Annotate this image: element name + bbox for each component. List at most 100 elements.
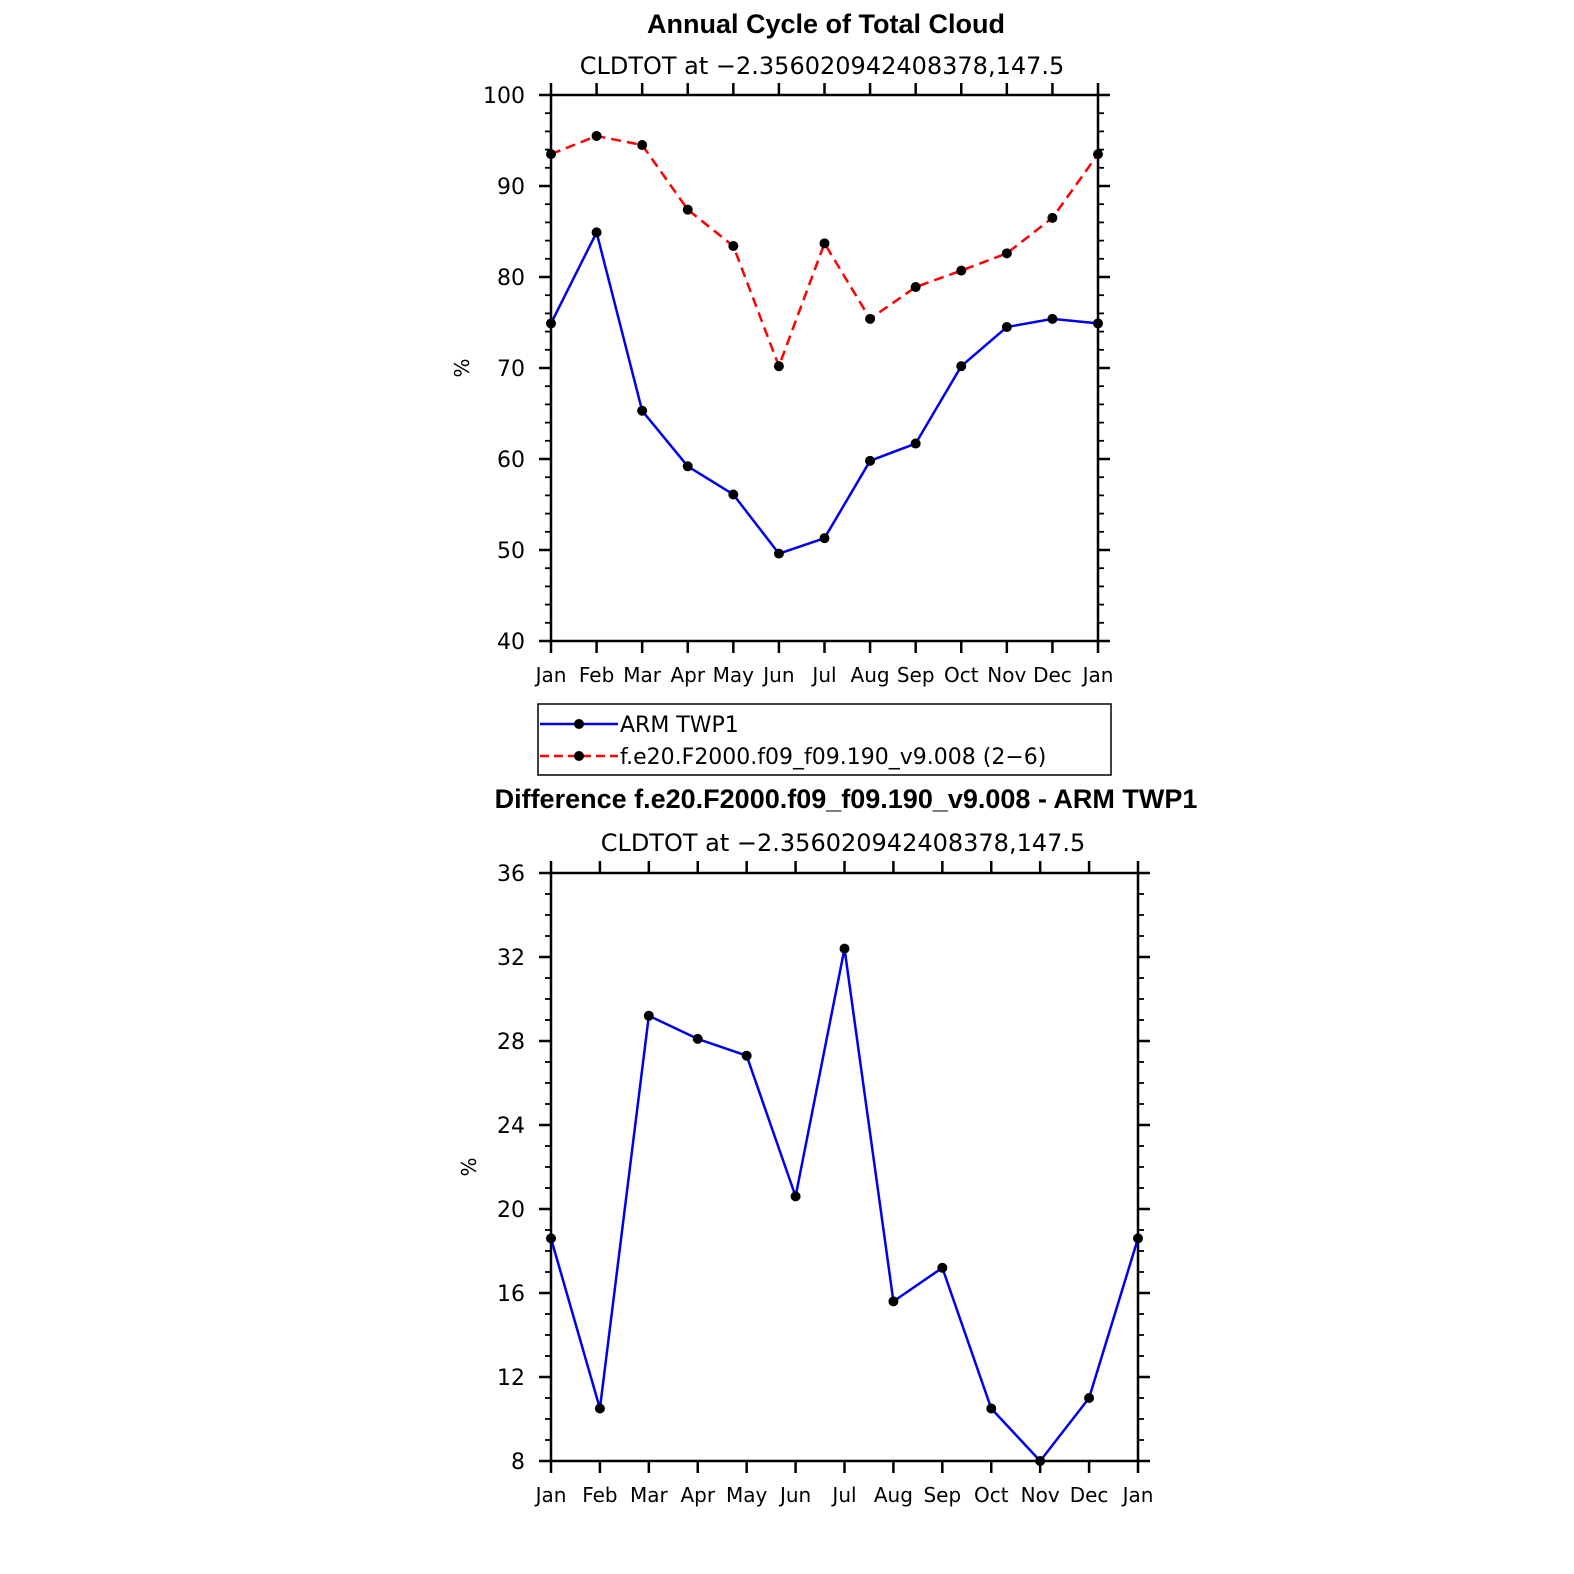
data-point-1	[956, 265, 967, 276]
chart-title: Annual Cycle of Total Cloud	[647, 9, 1005, 39]
y-tick-label: 16	[497, 1282, 525, 1307]
data-point-0	[546, 1233, 556, 1244]
data-point-0	[741, 1050, 752, 1061]
x-tick-label: Feb	[579, 663, 614, 687]
plot-marks: Jan Feb Mar Apr May Jun Jul Aug Sep Oct Nov Dec Jan 4…	[483, 83, 1113, 687]
legend-label-model: f.e20.F2000.f09_f09.190_v9.008 (2−6)	[620, 745, 1046, 770]
data-point-0	[591, 227, 602, 238]
y-tick-label: 36	[497, 862, 525, 887]
y-tick-label: 70	[497, 357, 525, 382]
y-tick-label: 24	[497, 1114, 525, 1139]
difference-panel: Difference f.e20.F2000.f09_f09.190_v9.00…	[457, 784, 1197, 1507]
data-point-1	[591, 130, 602, 141]
y-axis-title: %	[457, 1157, 481, 1176]
data-point-0	[643, 1010, 654, 1021]
data-point-0	[692, 1033, 703, 1044]
data-point-1	[682, 204, 693, 215]
legend-label-arm: ARM TWP1	[620, 713, 739, 738]
x-tick-label: Aug	[874, 1483, 913, 1507]
data-point-0	[546, 318, 556, 329]
y-axis-title: %	[450, 358, 474, 377]
x-tick-label: Jan	[534, 1483, 567, 1507]
x-tick-label: Jun	[761, 663, 794, 687]
data-point-0	[819, 533, 830, 544]
data-point-0	[790, 1191, 801, 1202]
x-tick-label: Jul	[830, 1483, 856, 1507]
x-tick-label: Jan	[534, 663, 567, 687]
x-tick-label: Apr	[680, 1483, 715, 1507]
data-point-0	[773, 548, 784, 559]
x-tick-label: Jun	[778, 1483, 811, 1507]
data-point-0	[1084, 1393, 1095, 1403]
y-tick-label: 60	[497, 448, 525, 473]
data-point-0	[637, 405, 648, 416]
annual-cycle-panel: Annual Cycle of Total Cloud CLDTOT at −2…	[450, 9, 1113, 776]
plot-marks: Jan Feb Mar Apr May Jun Jul Aug Sep Oct Nov Dec Jan 8…	[497, 861, 1153, 1507]
x-tick-label: Mar	[623, 663, 662, 687]
x-tick-label: Sep	[897, 663, 935, 687]
x-tick-label: Nov	[1021, 1483, 1060, 1507]
data-point-0	[839, 943, 850, 954]
x-tick-label: Jan	[1121, 1483, 1154, 1507]
x-tick-label: Feb	[582, 1483, 617, 1507]
data-point-1	[865, 313, 876, 324]
data-point-1	[637, 140, 648, 151]
data-point-0	[865, 455, 876, 466]
data-point-0	[956, 361, 967, 372]
series-line-1	[550, 134, 1100, 368]
data-point-0	[1047, 313, 1058, 324]
y-tick-label: 40	[497, 630, 525, 655]
y-tick-label: 32	[497, 946, 525, 971]
series-line-0	[549, 947, 1140, 1463]
x-tick-label: Oct	[974, 1483, 1009, 1507]
x-tick-label: Mar	[630, 1483, 669, 1507]
y-tick-label: 12	[497, 1366, 525, 1391]
data-point-1	[910, 282, 921, 293]
data-point-1	[728, 241, 739, 252]
x-tick-label: Nov	[987, 663, 1026, 687]
series-line-0	[549, 231, 1099, 555]
data-point-0	[888, 1296, 899, 1307]
plot-frame	[549, 871, 1140, 1463]
chart-title: Difference f.e20.F2000.f09_f09.190_v9.00…	[495, 784, 1198, 814]
data-point-0	[986, 1403, 997, 1414]
x-tick-label: May	[713, 663, 755, 687]
y-tick-label: 100	[483, 84, 525, 109]
legend-box	[537, 703, 1112, 776]
data-point-0	[937, 1262, 948, 1273]
data-point-0	[728, 489, 739, 500]
legend: ARM TWP1 f.e20.F2000.f09_f09.190_v9.008 …	[537, 703, 1112, 776]
x-tick-label: Aug	[851, 663, 890, 687]
x-tick-label: Oct	[944, 663, 979, 687]
data-point-1	[819, 238, 830, 249]
x-tick-label: Dec	[1070, 1483, 1109, 1507]
plot-frame	[549, 93, 1100, 643]
data-point-0	[1001, 322, 1012, 333]
x-tick-label: Sep	[923, 1483, 961, 1507]
x-tick-label: Apr	[670, 663, 705, 687]
data-point-0	[682, 461, 693, 472]
y-tick-label: 20	[497, 1198, 525, 1223]
data-point-1	[546, 149, 556, 160]
data-point-1	[773, 361, 784, 372]
chart-subtitle: CLDTOT at −2.356020942408378,147.5	[580, 52, 1065, 80]
data-point-0	[594, 1403, 605, 1414]
data-point-0	[1133, 1233, 1143, 1244]
y-tick-label: 90	[497, 175, 525, 200]
data-point-1	[1093, 149, 1103, 160]
x-tick-label: May	[726, 1483, 768, 1507]
y-tick-label: 80	[497, 266, 525, 291]
chart-subtitle: CLDTOT at −2.356020942408378,147.5	[601, 829, 1086, 857]
x-tick-label: Jan	[1081, 663, 1114, 687]
y-tick-label: 28	[497, 1030, 525, 1055]
legend-marker-arm	[574, 719, 584, 729]
data-point-1	[1001, 248, 1012, 259]
legend-marker-model	[574, 751, 584, 761]
data-point-1	[1047, 212, 1058, 223]
x-tick-label: Jul	[810, 663, 836, 687]
x-tick-label: Dec	[1033, 663, 1072, 687]
data-point-0	[1035, 1456, 1046, 1466]
data-point-0	[910, 438, 921, 449]
y-tick-label: 8	[511, 1450, 525, 1475]
